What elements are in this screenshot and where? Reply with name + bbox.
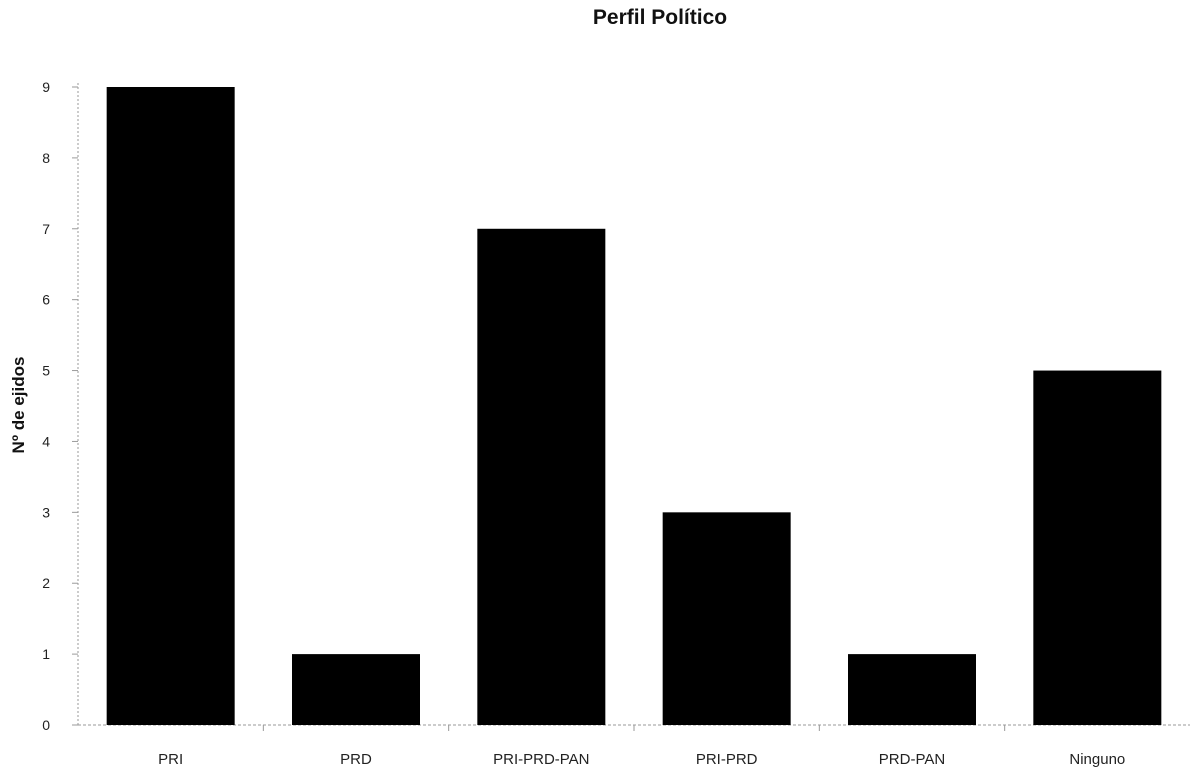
x-category-label: PRI-PRD-PAN [493,751,589,768]
bar-pri-prd [662,512,791,725]
y-tick-label: 8 [42,150,50,166]
bars [106,87,1162,725]
bar-prd [292,654,420,725]
chart-title: Perfil Político [593,6,727,29]
bar-pri-prd-pan [477,228,606,725]
y-tick-label: 0 [42,717,50,733]
x-category-label: PRD [340,751,372,768]
bar-prd-pan [848,654,976,725]
x-category-label: PRD-PAN [879,751,945,768]
bar-ninguno [1033,370,1162,725]
y-tick-label: 5 [42,363,50,379]
x-axis-categories: PRI PRD PRI-PRD-PAN PRI-PRD PRD-PAN Ninguno [158,725,1125,768]
y-tick-label: 3 [42,504,50,520]
x-category-label: PRI-PRD [696,751,758,768]
x-category-label: Ninguno [1069,751,1125,768]
y-tick-label: 2 [42,575,50,591]
y-tick-label: 1 [42,646,50,662]
y-tick-label: 6 [42,292,50,308]
bar-pri [106,87,235,725]
axes [77,83,1190,726]
y-tick-label: 7 [42,221,50,237]
y-tick-label: 9 [42,79,50,95]
y-tick-label: 4 [42,433,50,449]
y-axis-ticks: 0 1 2 3 4 5 6 7 8 9 [42,79,78,733]
x-category-label: PRI [158,751,183,768]
y-axis-label: Nº de ejidos [9,357,28,454]
